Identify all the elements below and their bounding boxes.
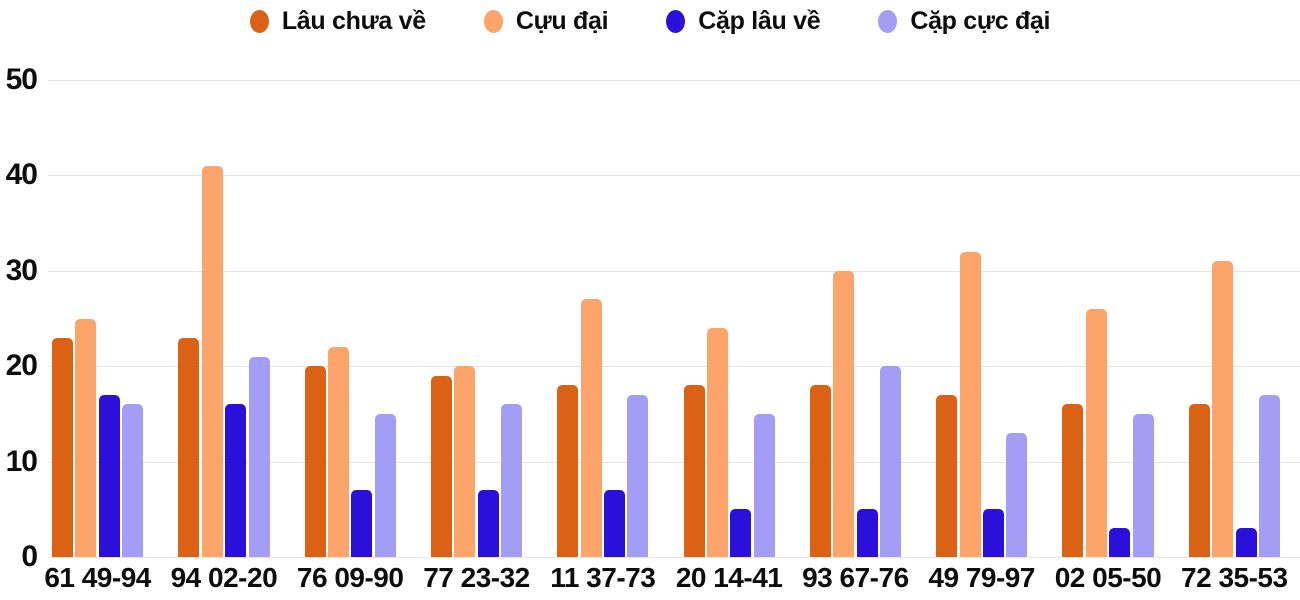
y-tick-label: 40 (5, 158, 38, 192)
bar (936, 394, 958, 557)
bar (178, 337, 200, 557)
gridline (48, 557, 1300, 558)
bar (1235, 528, 1257, 557)
legend-swatch-icon (666, 10, 686, 33)
bar (833, 270, 855, 557)
x-tick-label: 76 09-90 (296, 562, 404, 593)
bar (809, 385, 831, 557)
x-tick-label: 94 02-20 (170, 562, 278, 593)
legend-swatch-icon (249, 10, 269, 33)
legend-item[interactable]: Cặp lâu về (666, 7, 821, 36)
bar (1212, 261, 1234, 557)
x-tick-label: 49 79-97 (928, 562, 1035, 593)
y-tick-label: 10 (5, 444, 38, 478)
legend-item[interactable]: Lâu chưa về (249, 7, 426, 36)
gridline (48, 80, 1300, 81)
bar (304, 366, 326, 557)
legend-label: Cựu đại (515, 7, 609, 35)
bar (706, 328, 728, 557)
bar (856, 509, 878, 557)
bar (880, 366, 901, 557)
bar (580, 299, 602, 557)
x-tick-label: 02 05-50 (1054, 562, 1162, 593)
legend-label: Lâu chưa về (281, 7, 426, 35)
bar (351, 490, 373, 557)
bar (753, 413, 775, 557)
bar (374, 413, 396, 557)
y-tick-label: 0 (21, 540, 38, 573)
gridline (48, 270, 1300, 272)
legend-label: Cặp cực đại (910, 7, 1051, 35)
bar (683, 385, 705, 557)
bar (1085, 308, 1107, 557)
bar (604, 490, 625, 557)
legend-swatch-icon (483, 10, 503, 33)
x-tick-label: 20 14-41 (675, 562, 783, 593)
bar (1132, 413, 1154, 557)
x-tick-label: 93 67-76 (802, 562, 909, 593)
legend-label: Cặp lâu về (698, 7, 821, 35)
bar (201, 165, 223, 557)
bar (52, 337, 73, 557)
bar (225, 404, 247, 557)
legend-item[interactable]: Cặp cực đại (878, 7, 1050, 36)
y-tick-label: 50 (5, 63, 38, 96)
x-tick-label: 61 49-94 (44, 562, 151, 593)
gridline (48, 461, 1300, 463)
bar (627, 394, 649, 557)
bar (328, 347, 349, 557)
gridline (48, 366, 1300, 368)
bar (730, 509, 752, 557)
y-tick-label: 30 (5, 253, 38, 287)
bar (959, 251, 981, 557)
bar (122, 404, 144, 557)
bar (98, 394, 120, 557)
bar (1006, 432, 1028, 557)
bar (430, 375, 452, 557)
bar (1188, 404, 1210, 557)
bar (75, 318, 97, 557)
bar (1062, 404, 1084, 557)
gridline (48, 175, 1300, 177)
bar (248, 356, 270, 557)
bar (557, 385, 579, 557)
legend: Lâu chưa về Cựu đại Cặp lâu về Cặp cực đại (0, 7, 1300, 36)
bar (982, 509, 1004, 557)
x-tick-label: 72 35-53 (1181, 562, 1288, 593)
bar (1109, 528, 1131, 557)
bar (477, 490, 499, 557)
y-tick-label: 20 (5, 349, 38, 383)
legend-swatch-icon (878, 10, 898, 33)
x-tick-label: 77 23-32 (423, 562, 530, 593)
bar (454, 366, 476, 557)
legend-item[interactable]: Cựu đại (483, 7, 609, 36)
bar (1258, 394, 1280, 557)
bar (501, 404, 523, 557)
x-tick-label: 11 37-73 (550, 562, 656, 593)
